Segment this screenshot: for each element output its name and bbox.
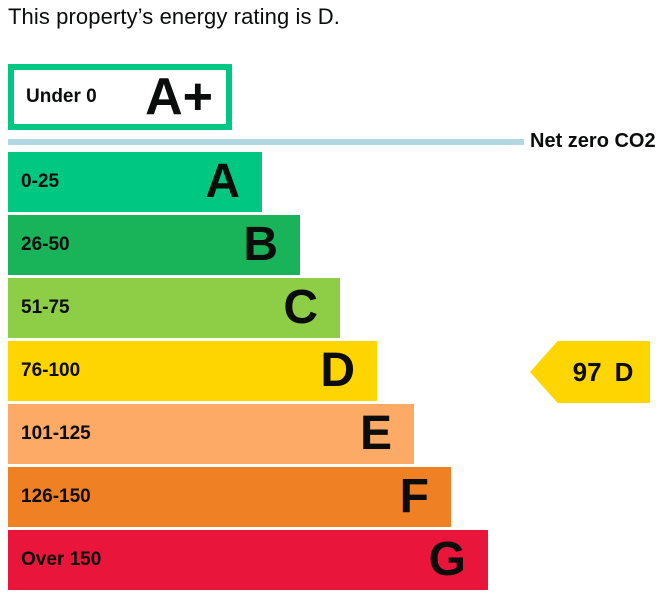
current-rating-score: 97 [572, 357, 602, 387]
band-row-g: Over 150 G [8, 530, 488, 590]
band-row-e: 101-125 E [8, 404, 414, 464]
band-row-c: 51-75 C [8, 278, 340, 338]
band-range: 101-125 [21, 423, 91, 444]
band-letter: A [205, 155, 240, 208]
band-row-a: 0-25 A [8, 152, 262, 212]
band-letter: C [283, 281, 318, 334]
band-letter: F [399, 470, 429, 523]
band-range: 26-50 [21, 234, 70, 255]
band-row-f: 126-150 F [8, 467, 451, 527]
band-letter: D [320, 344, 355, 397]
band-letter: E [359, 407, 392, 460]
band-row-b: 26-50 B [8, 215, 300, 275]
page-title: This property’s energy rating is D. [8, 4, 341, 29]
band-range: Under 0 [26, 86, 97, 107]
net-zero-line [8, 139, 524, 145]
band-letter: A+ [145, 68, 213, 126]
band-range: 0-25 [21, 171, 60, 192]
band-range: 51-75 [21, 297, 70, 318]
net-zero-label: Net zero CO2 [530, 130, 656, 152]
band-range: 76-100 [21, 360, 81, 381]
band-row-d: 76-100 D [8, 341, 377, 401]
band-range: Over 150 [21, 549, 102, 570]
band-letter: B [243, 218, 278, 271]
current-rating-band: D [614, 357, 634, 387]
band-letter: G [428, 533, 466, 586]
band-range: 126-150 [21, 486, 91, 507]
band-row-a-plus: Under 0 A+ [8, 64, 232, 130]
current-rating-pointer: 97 D [530, 341, 650, 403]
